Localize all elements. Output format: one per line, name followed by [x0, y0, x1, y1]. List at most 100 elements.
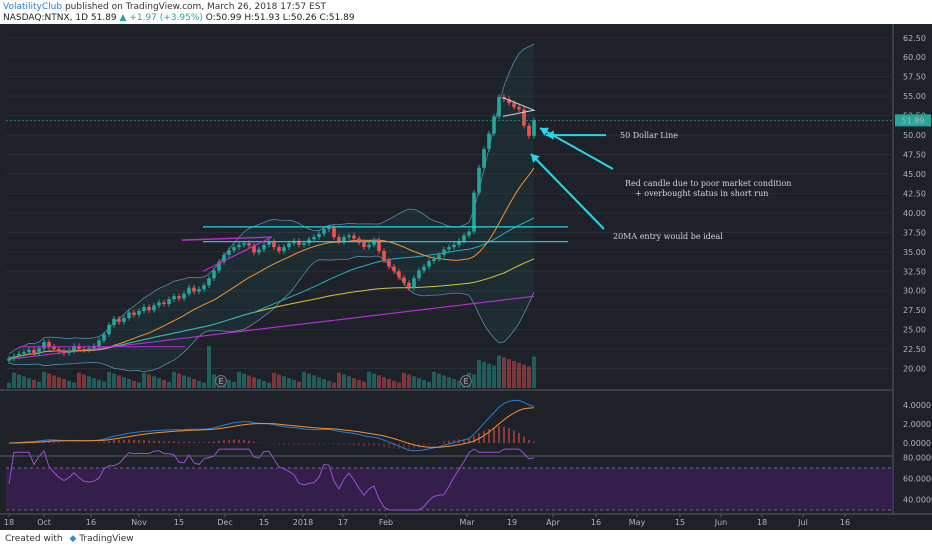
price-tick-label: 35.00	[903, 248, 926, 257]
candle-body	[57, 349, 61, 352]
candle-body	[497, 96, 501, 117]
candle-body	[32, 349, 36, 353]
candle-body	[472, 192, 476, 232]
candle-body	[417, 270, 421, 279]
tradingview-brand[interactable]: TradingView	[79, 534, 134, 544]
time-tick-label: Jul	[797, 518, 808, 527]
volume-bar	[162, 379, 166, 388]
annotation-20ma-entry: 20MA entry would be ideal	[613, 232, 723, 241]
volume-bar	[447, 377, 451, 388]
candle-body	[67, 350, 71, 353]
volume-bar	[57, 377, 61, 388]
volume-bar	[487, 363, 491, 388]
candle-body	[397, 271, 401, 278]
candle-body	[372, 240, 376, 245]
volume-bar	[452, 379, 456, 388]
price-tick-label: 22.50	[903, 345, 926, 354]
volume-bar	[492, 365, 496, 388]
volume-bar	[77, 372, 81, 388]
symbol-info: NASDAQ:NTNX, 1D 51.89 ▲ +1.97 (+3.95%) O…	[3, 13, 355, 23]
candle-body	[512, 103, 516, 108]
bollinger-band-fill	[9, 44, 534, 372]
volume-bar	[232, 381, 236, 388]
price-tick-label: 62.50	[903, 34, 926, 43]
rsi-tick-label: 40.0000	[903, 496, 932, 505]
candle-body	[142, 307, 146, 311]
macd-signal-line	[9, 407, 535, 448]
volume-bar	[142, 372, 146, 388]
time-tick-label: 19	[507, 518, 517, 527]
ma200-line	[8, 295, 535, 360]
candle-body	[277, 247, 281, 252]
ma20-line	[8, 167, 535, 359]
candle-body	[147, 307, 151, 311]
volume-bar	[32, 379, 36, 388]
candle-body	[102, 334, 106, 341]
volume-bar	[272, 372, 276, 388]
candle-body	[412, 278, 416, 288]
volume-bar	[117, 375, 121, 388]
volume-bar	[202, 382, 206, 388]
candle-body	[477, 167, 481, 193]
volume-bar	[317, 377, 321, 388]
rsi-tick-label: 80.0000	[903, 454, 932, 463]
candle-body	[232, 247, 236, 251]
candle-body	[427, 261, 431, 267]
candle-body	[177, 296, 181, 299]
candle-body	[407, 282, 411, 288]
volume-bar	[277, 374, 281, 388]
time-tick-label: Mar	[459, 518, 475, 527]
volume-bar	[292, 379, 296, 388]
volume-bar	[22, 376, 26, 388]
candle-body	[507, 99, 511, 104]
price-tick-label: 25.00	[903, 326, 926, 335]
candle-body	[267, 241, 271, 245]
volume-bar	[362, 381, 366, 388]
volume-bar	[337, 372, 341, 388]
chart-area[interactable]: 62.5060.0057.5055.0052.5050.0047.5045.00…	[0, 24, 932, 530]
volume-bar	[107, 371, 111, 388]
volume-bar	[27, 378, 31, 388]
volume-bar	[347, 376, 351, 388]
candle-body	[467, 231, 471, 236]
candle-body	[517, 107, 521, 110]
volume-bar	[532, 356, 536, 388]
candle-body	[117, 318, 121, 322]
chart-svg[interactable]: 62.5060.0057.5055.0052.5050.0047.5045.00…	[0, 24, 932, 530]
volume-bar	[372, 373, 376, 388]
volume-bar	[82, 374, 86, 388]
candle-body	[492, 116, 496, 134]
time-tick-label: Oct	[37, 518, 51, 527]
time-tick-label: 16	[86, 518, 96, 527]
magenta-trendline	[181, 236, 273, 241]
candle-body	[122, 317, 126, 322]
volume-bar	[7, 382, 11, 388]
published-text: published on TradingView.com, March 26, …	[64, 2, 326, 12]
candle-body	[7, 358, 11, 361]
candle-body	[77, 345, 81, 350]
time-tick-label: Apr	[546, 518, 561, 527]
bollinger-lower-line	[8, 255, 535, 372]
price-tick-label: 32.50	[903, 267, 926, 276]
candle-body	[127, 312, 131, 318]
publisher-link[interactable]: VolatilityClub	[3, 2, 63, 12]
candle-body	[377, 240, 381, 252]
publish-header: VolatilityClub published on TradingView.…	[0, 0, 932, 24]
time-tick-label: May	[629, 518, 646, 527]
candle-body	[82, 349, 86, 351]
volume-bar	[92, 378, 96, 388]
tradingview-logo-icon[interactable]: ◆	[69, 534, 77, 544]
candle-body	[362, 242, 366, 248]
volume-bar	[472, 374, 476, 388]
candle-body	[272, 241, 276, 248]
candle-body	[527, 125, 531, 136]
macd-tick-label: 0.0000	[903, 439, 931, 448]
last-price-tag	[895, 114, 931, 127]
volume-bar	[342, 374, 346, 388]
volume-bar	[387, 379, 391, 388]
candle-body	[337, 237, 341, 242]
volume-bar	[12, 372, 16, 388]
candle-body	[132, 312, 136, 315]
price-tick-label: 60.00	[903, 53, 926, 62]
volume-bar	[422, 379, 426, 388]
